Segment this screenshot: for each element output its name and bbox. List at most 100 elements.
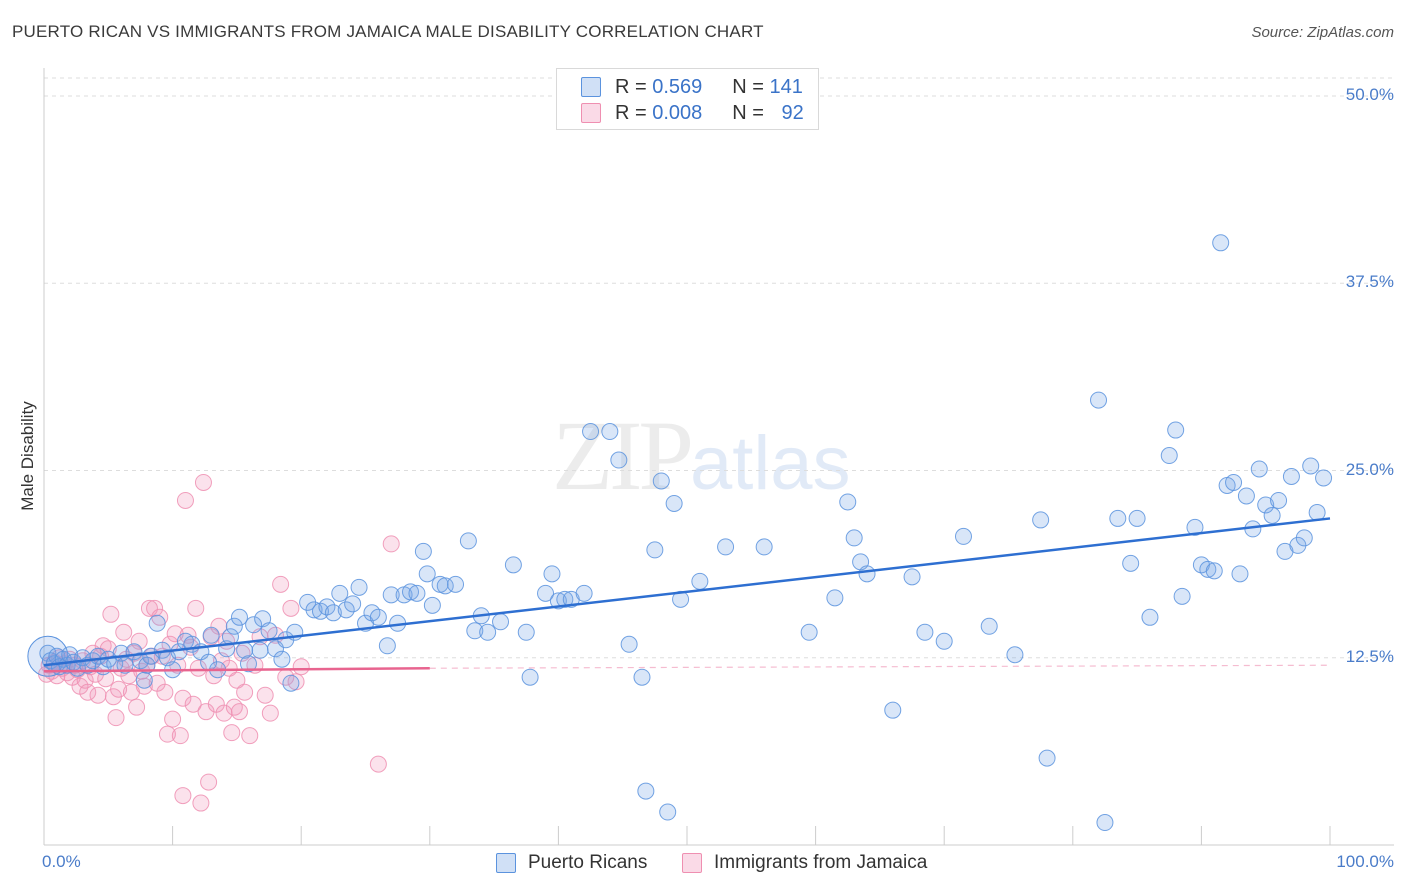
data-point xyxy=(89,686,107,704)
data-point xyxy=(903,568,921,586)
data-point xyxy=(755,538,773,556)
data-point xyxy=(292,658,310,676)
data-point xyxy=(556,590,574,608)
r-value: 0.569 xyxy=(652,75,703,98)
data-point xyxy=(1250,460,1268,478)
data-point xyxy=(418,565,436,583)
data-point xyxy=(665,494,683,512)
data-point xyxy=(575,584,593,602)
data-point xyxy=(1006,646,1024,664)
chart-source: Source: ZipAtlas.com xyxy=(1251,24,1394,41)
data-point xyxy=(800,623,818,641)
data-point xyxy=(337,601,355,619)
data-point xyxy=(826,589,844,607)
data-point xyxy=(1032,511,1050,529)
data-point xyxy=(1237,487,1255,505)
data-point xyxy=(858,565,876,583)
data-point xyxy=(344,595,362,613)
legend-swatch-pink xyxy=(581,103,601,123)
data-point xyxy=(466,622,484,640)
data-point xyxy=(610,451,628,469)
data-point xyxy=(130,632,148,650)
data-point xyxy=(459,532,477,550)
y-tick-label: 12.5% xyxy=(1345,646,1394,666)
data-point xyxy=(423,596,441,614)
data-point xyxy=(1315,469,1333,487)
data-point xyxy=(402,583,420,601)
data-point xyxy=(194,473,212,491)
data-point xyxy=(717,538,735,556)
data-point xyxy=(633,668,651,686)
data-point xyxy=(331,584,349,602)
data-point xyxy=(447,575,465,593)
data-point xyxy=(282,674,300,692)
data-point xyxy=(1257,496,1275,514)
legend-swatch-pink xyxy=(682,853,702,873)
data-point xyxy=(1231,565,1249,583)
data-point xyxy=(1282,467,1300,485)
data-point xyxy=(1270,491,1288,509)
data-point xyxy=(171,727,189,745)
data-point xyxy=(652,472,670,490)
data-point xyxy=(1173,587,1191,605)
series-legend: Puerto Ricans Immigrants from Jamaica xyxy=(0,852,1406,876)
y-tick-label: 37.5% xyxy=(1345,272,1394,292)
data-point xyxy=(164,710,182,728)
trend-line-jamaica xyxy=(43,666,430,673)
data-point xyxy=(1122,554,1140,572)
data-point xyxy=(148,614,166,632)
data-point xyxy=(1205,562,1223,580)
data-point xyxy=(1302,457,1320,475)
data-point xyxy=(954,527,972,545)
data-point xyxy=(245,616,263,634)
data-point xyxy=(1263,506,1281,524)
data-point xyxy=(935,632,953,650)
data-point xyxy=(382,586,400,604)
data-point xyxy=(369,755,387,773)
data-point xyxy=(582,423,600,441)
watermark: ZIPatlas xyxy=(552,398,851,513)
data-point xyxy=(408,584,426,602)
data-point xyxy=(691,572,709,590)
trend-line-jamaica-extension xyxy=(429,664,1331,669)
data-point xyxy=(521,668,539,686)
legend-item-jamaica[interactable]: Immigrants from Jamaica xyxy=(682,852,927,874)
data-point xyxy=(305,601,323,619)
legend-label: Immigrants from Jamaica xyxy=(714,852,928,873)
legend-item-puerto-ricans[interactable]: Puerto Ricans xyxy=(496,852,647,874)
data-point xyxy=(414,542,432,560)
data-point xyxy=(260,622,278,640)
n-value: 92 xyxy=(781,101,804,124)
data-point xyxy=(839,493,857,511)
data-point xyxy=(107,709,125,727)
data-point xyxy=(272,575,290,593)
data-point xyxy=(225,698,243,716)
y-tick-label: 25.0% xyxy=(1345,459,1394,479)
data-point xyxy=(479,623,497,641)
data-point xyxy=(1128,509,1146,527)
data-point xyxy=(543,565,561,583)
data-point xyxy=(1295,529,1313,547)
data-point xyxy=(1109,509,1127,527)
data-point xyxy=(79,683,97,701)
data-point xyxy=(233,644,251,662)
data-point xyxy=(1186,518,1204,536)
data-point xyxy=(146,599,164,617)
data-point xyxy=(184,695,202,713)
data-point xyxy=(156,683,174,701)
n-label: N = xyxy=(732,101,764,124)
data-point xyxy=(202,626,220,644)
data-point xyxy=(1225,473,1243,491)
data-point xyxy=(176,491,194,509)
data-point xyxy=(350,578,368,596)
chart-title: PUERTO RICAN VS IMMIGRANTS FROM JAMAICA … xyxy=(12,22,764,41)
legend-label: Puerto Ricans xyxy=(528,852,648,873)
data-point xyxy=(230,703,248,721)
data-point xyxy=(187,599,205,617)
data-point xyxy=(980,617,998,635)
data-point xyxy=(324,604,342,622)
series-puerto-rican-points xyxy=(27,234,1333,832)
data-point xyxy=(261,704,279,722)
data-point xyxy=(230,608,248,626)
